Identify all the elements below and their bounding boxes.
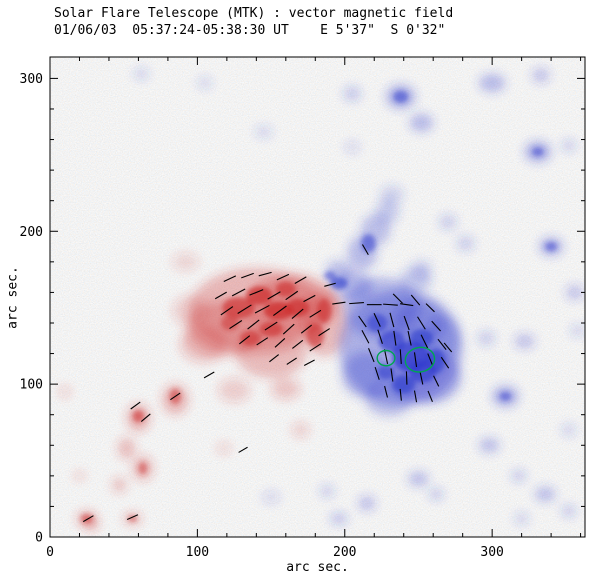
plot-frame	[49, 56, 586, 538]
axes-frame	[49, 56, 586, 538]
x-tick-label: 300	[480, 545, 503, 560]
flare-contours	[376, 346, 436, 373]
figure-subtitle: 01/06/03 05:37:24-05:38:30 UT E 5'37" S …	[54, 23, 446, 38]
tick-labels: 0 100 200 300 0 100 200 300	[20, 72, 504, 560]
x-tick-label: 100	[186, 545, 209, 560]
y-tick-label: 0	[35, 531, 43, 546]
y-tick-label: 100	[20, 378, 43, 393]
x-tick-label: 200	[333, 545, 356, 560]
x-axis-label: arc sec.	[286, 560, 349, 575]
figure-title: Solar Flare Telescope (MTK) : vector mag…	[54, 6, 454, 21]
y-tick-label: 200	[20, 225, 43, 240]
field-vectors	[82, 244, 453, 523]
y-axis-label: arc sec.	[5, 266, 21, 329]
positive-polarity-cores	[80, 281, 332, 524]
y-tick-label: 300	[20, 72, 43, 87]
x-tick-label: 0	[46, 545, 54, 560]
negative-polarity-cores	[324, 90, 557, 401]
